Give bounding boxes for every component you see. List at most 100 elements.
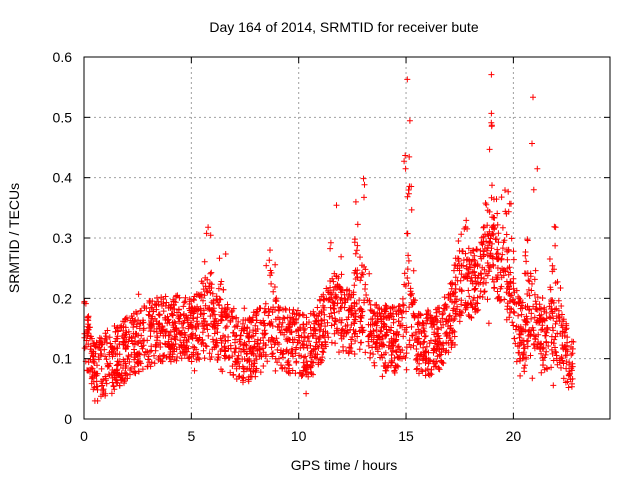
data-point — [316, 310, 323, 317]
data-point — [454, 255, 461, 262]
data-point — [267, 267, 274, 274]
data-point — [256, 305, 263, 312]
data-point — [406, 117, 413, 124]
data-point — [553, 349, 559, 356]
data-point — [485, 242, 491, 249]
data-point — [246, 338, 253, 345]
data-point — [198, 294, 205, 301]
data-point — [467, 264, 474, 271]
data-point — [403, 350, 410, 357]
data-point — [482, 200, 489, 207]
data-point — [569, 375, 576, 382]
data-point — [377, 313, 384, 320]
data-point — [534, 306, 541, 313]
data-point — [200, 315, 207, 322]
data-point — [536, 316, 543, 322]
data-point — [147, 333, 154, 340]
data-point — [499, 251, 506, 258]
data-point — [404, 76, 411, 83]
data-point — [495, 230, 502, 237]
data-point — [330, 299, 337, 306]
data-point — [382, 313, 388, 320]
data-point — [193, 318, 200, 325]
data-point — [529, 280, 535, 287]
data-point — [189, 305, 196, 312]
data-point — [481, 266, 488, 273]
data-point — [167, 343, 174, 349]
data-point — [230, 329, 237, 336]
data-point — [389, 343, 396, 349]
data-point — [541, 317, 548, 324]
data-point — [275, 314, 281, 321]
data-point — [331, 321, 338, 328]
data-point — [120, 338, 127, 345]
data-point — [246, 346, 253, 353]
data-point — [522, 362, 528, 369]
data-point — [253, 365, 260, 372]
data-point — [499, 265, 506, 272]
data-point — [528, 310, 535, 317]
data-point — [525, 277, 532, 284]
data-point — [452, 308, 459, 315]
data-point — [469, 256, 476, 263]
data-point — [395, 363, 402, 370]
data-point — [235, 318, 242, 325]
data-point — [399, 301, 406, 308]
data-point — [531, 345, 538, 352]
data-point — [529, 140, 535, 147]
data-point — [467, 300, 474, 307]
data-point — [254, 326, 261, 332]
data-point — [193, 356, 200, 363]
data-point — [542, 351, 549, 358]
data-point — [118, 370, 125, 377]
data-point — [463, 217, 470, 224]
data-point — [241, 339, 248, 346]
data-point — [221, 344, 228, 351]
data-point — [416, 370, 422, 377]
data-point — [293, 310, 300, 317]
data-point — [374, 311, 381, 317]
data-point — [107, 360, 114, 367]
data-point — [297, 311, 303, 318]
data-point — [527, 352, 534, 359]
data-point — [162, 332, 169, 339]
data-point — [520, 345, 527, 352]
data-point — [505, 271, 512, 278]
data-point — [246, 315, 253, 322]
data-point — [450, 291, 457, 298]
data-point — [110, 383, 117, 390]
data-point — [445, 349, 452, 356]
data-point — [220, 286, 227, 293]
data-point — [153, 302, 159, 308]
data-point — [503, 210, 510, 217]
data-point — [424, 366, 431, 372]
data-point — [244, 350, 251, 357]
data-point — [356, 297, 363, 304]
data-point — [98, 365, 105, 372]
data-point — [553, 313, 560, 320]
data-point — [357, 313, 364, 319]
data-point — [511, 309, 518, 316]
data-point — [260, 349, 267, 356]
data-point — [563, 365, 570, 372]
data-point — [522, 319, 529, 325]
data-point — [149, 313, 156, 320]
plot-frame — [83, 56, 611, 420]
data-point — [230, 372, 237, 379]
data-point — [503, 316, 510, 323]
data-point — [132, 354, 139, 360]
data-point — [381, 321, 388, 328]
data-point — [502, 187, 508, 194]
data-point — [130, 340, 136, 347]
data-point — [236, 373, 243, 380]
data-point — [318, 320, 325, 327]
data-point — [304, 362, 311, 369]
data-point — [240, 346, 247, 353]
data-point — [272, 367, 279, 374]
data-point — [122, 365, 129, 371]
data-point — [201, 355, 208, 362]
data-point — [489, 276, 496, 283]
data-point — [223, 323, 230, 330]
data-point — [569, 360, 576, 367]
data-point — [458, 271, 465, 278]
